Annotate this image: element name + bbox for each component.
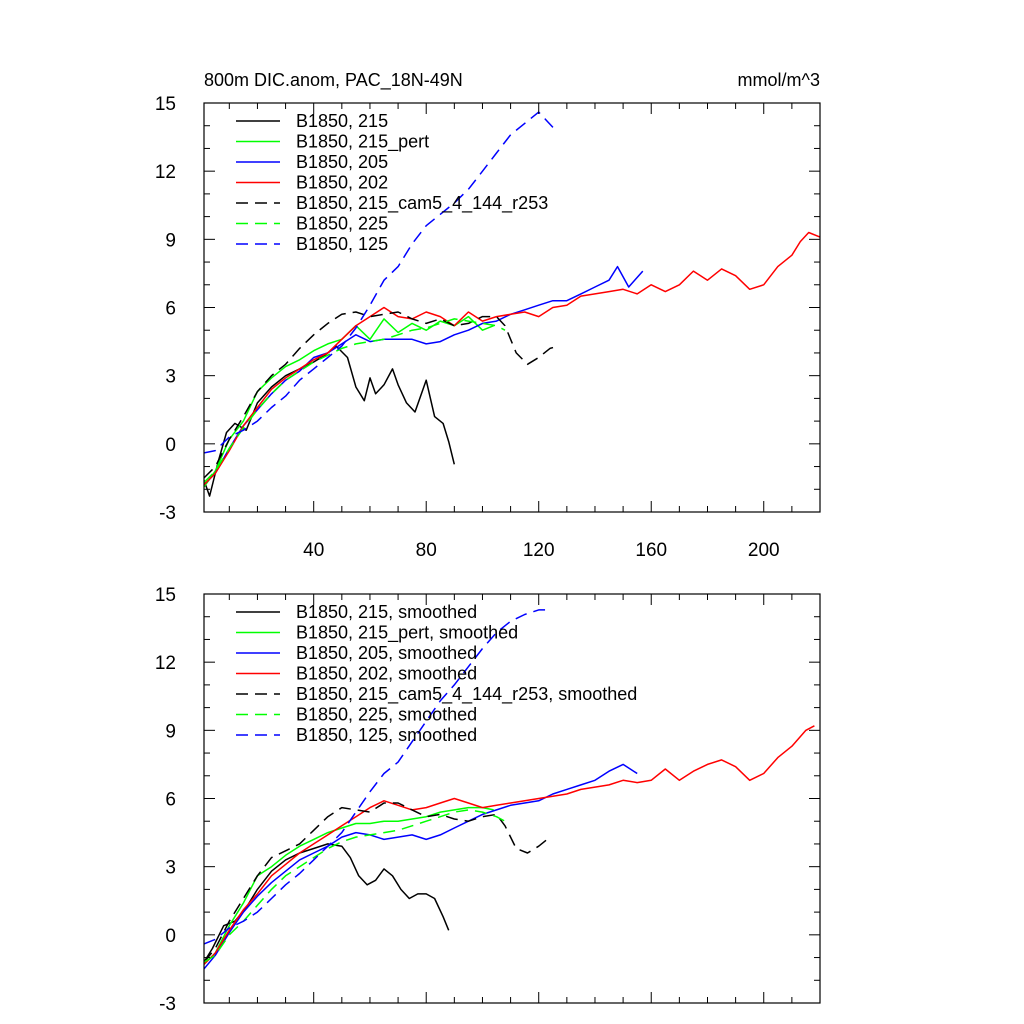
series-line-5 (204, 318, 506, 484)
top-panel: 800m DIC.anom, PAC_18N-49N mmol/m^3 -3 0 3… (155, 70, 821, 561)
y-tick-label: 15 (155, 585, 176, 606)
x-tick-label: 80 (416, 540, 437, 561)
y-tick-label: 3 (165, 367, 176, 388)
top-panel-title: 800m DIC.anom, PAC_18N-49N (204, 70, 463, 91)
legend-label: B1850, 205 (296, 152, 388, 172)
series-line-2 (204, 763, 638, 970)
legend-label: B1850, 205, smoothed (296, 643, 477, 663)
y-tick-label: 12 (155, 162, 176, 183)
x-tick-label: 160 (635, 540, 667, 561)
legend-label: B1850, 215, smoothed (296, 602, 477, 622)
top-panel-units: mmol/m^3 (738, 70, 820, 90)
legend-label: B1850, 202 (296, 173, 388, 193)
x-tick-label: 200 (748, 540, 780, 561)
legend-label: B1850, 215_cam5_4_144_r253 (296, 193, 548, 214)
y-tick-label: -3 (159, 503, 176, 524)
legend-label: B1850, 215_cam5_4_144_r253, smoothed (296, 684, 637, 705)
y-tick-label: 6 (165, 790, 176, 811)
y-tick-label: 3 (165, 858, 176, 879)
y-tick-label: 9 (165, 230, 176, 251)
series-line-1 (204, 806, 494, 965)
series-line-3 (204, 725, 815, 965)
x-tick-label: 120 (523, 540, 555, 561)
legend-label: B1850, 225, smoothed (296, 705, 477, 725)
x-tick-label: 40 (303, 540, 324, 561)
series-group (204, 111, 820, 497)
legend-label: B1850, 215 (296, 111, 388, 131)
y-tick-label: 15 (155, 94, 176, 115)
series-line-3 (204, 231, 820, 486)
series-line-6 (204, 609, 550, 945)
series-line-0 (204, 345, 456, 497)
legend-label: B1850, 225 (296, 214, 388, 234)
y-tick-label: 12 (155, 653, 176, 674)
y-tick-label: 0 (165, 926, 176, 947)
y-tick-label: 0 (165, 435, 176, 456)
series-line-4 (204, 311, 559, 479)
y-tick-label: 6 (165, 299, 176, 320)
y-tick-label: -3 (159, 994, 176, 1015)
series-line-5 (204, 809, 506, 963)
legend-label: B1850, 125 (296, 234, 388, 254)
legend-label: B1850, 215_pert (296, 132, 429, 153)
y-tick-label: 9 (165, 721, 176, 742)
legend-label: B1850, 125, smoothed (296, 725, 477, 745)
legend-label: B1850, 202, smoothed (296, 664, 477, 684)
series-group (204, 609, 815, 970)
series-line-6 (204, 111, 557, 454)
legend-label: B1850, 215_pert, smoothed (296, 623, 518, 644)
series-line-4 (204, 802, 551, 963)
